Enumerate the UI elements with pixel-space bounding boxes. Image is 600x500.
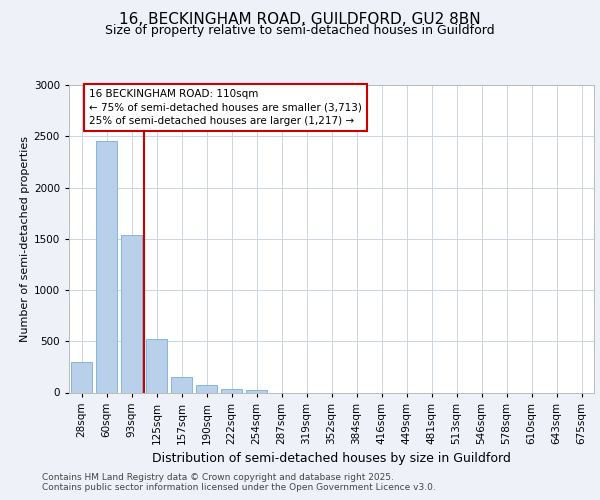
Bar	[171, 378, 192, 392]
Text: 16 BECKINGHAM ROAD: 110sqm
← 75% of semi-detached houses are smaller (3,713)
25%: 16 BECKINGHAM ROAD: 110sqm ← 75% of semi…	[89, 89, 362, 126]
Bar	[96, 142, 117, 392]
Bar	[121, 234, 142, 392]
Bar	[246, 390, 267, 392]
X-axis label: Distribution of semi-detached houses by size in Guildford: Distribution of semi-detached houses by …	[152, 452, 511, 465]
Bar	[196, 385, 217, 392]
Text: Contains HM Land Registry data © Crown copyright and database right 2025.
Contai: Contains HM Land Registry data © Crown c…	[42, 472, 436, 492]
Y-axis label: Number of semi-detached properties: Number of semi-detached properties	[20, 136, 29, 342]
Text: Size of property relative to semi-detached houses in Guildford: Size of property relative to semi-detach…	[105, 24, 495, 37]
Bar	[221, 389, 242, 392]
Text: 16, BECKINGHAM ROAD, GUILDFORD, GU2 8BN: 16, BECKINGHAM ROAD, GUILDFORD, GU2 8BN	[119, 12, 481, 28]
Bar	[146, 339, 167, 392]
Bar	[71, 362, 92, 392]
